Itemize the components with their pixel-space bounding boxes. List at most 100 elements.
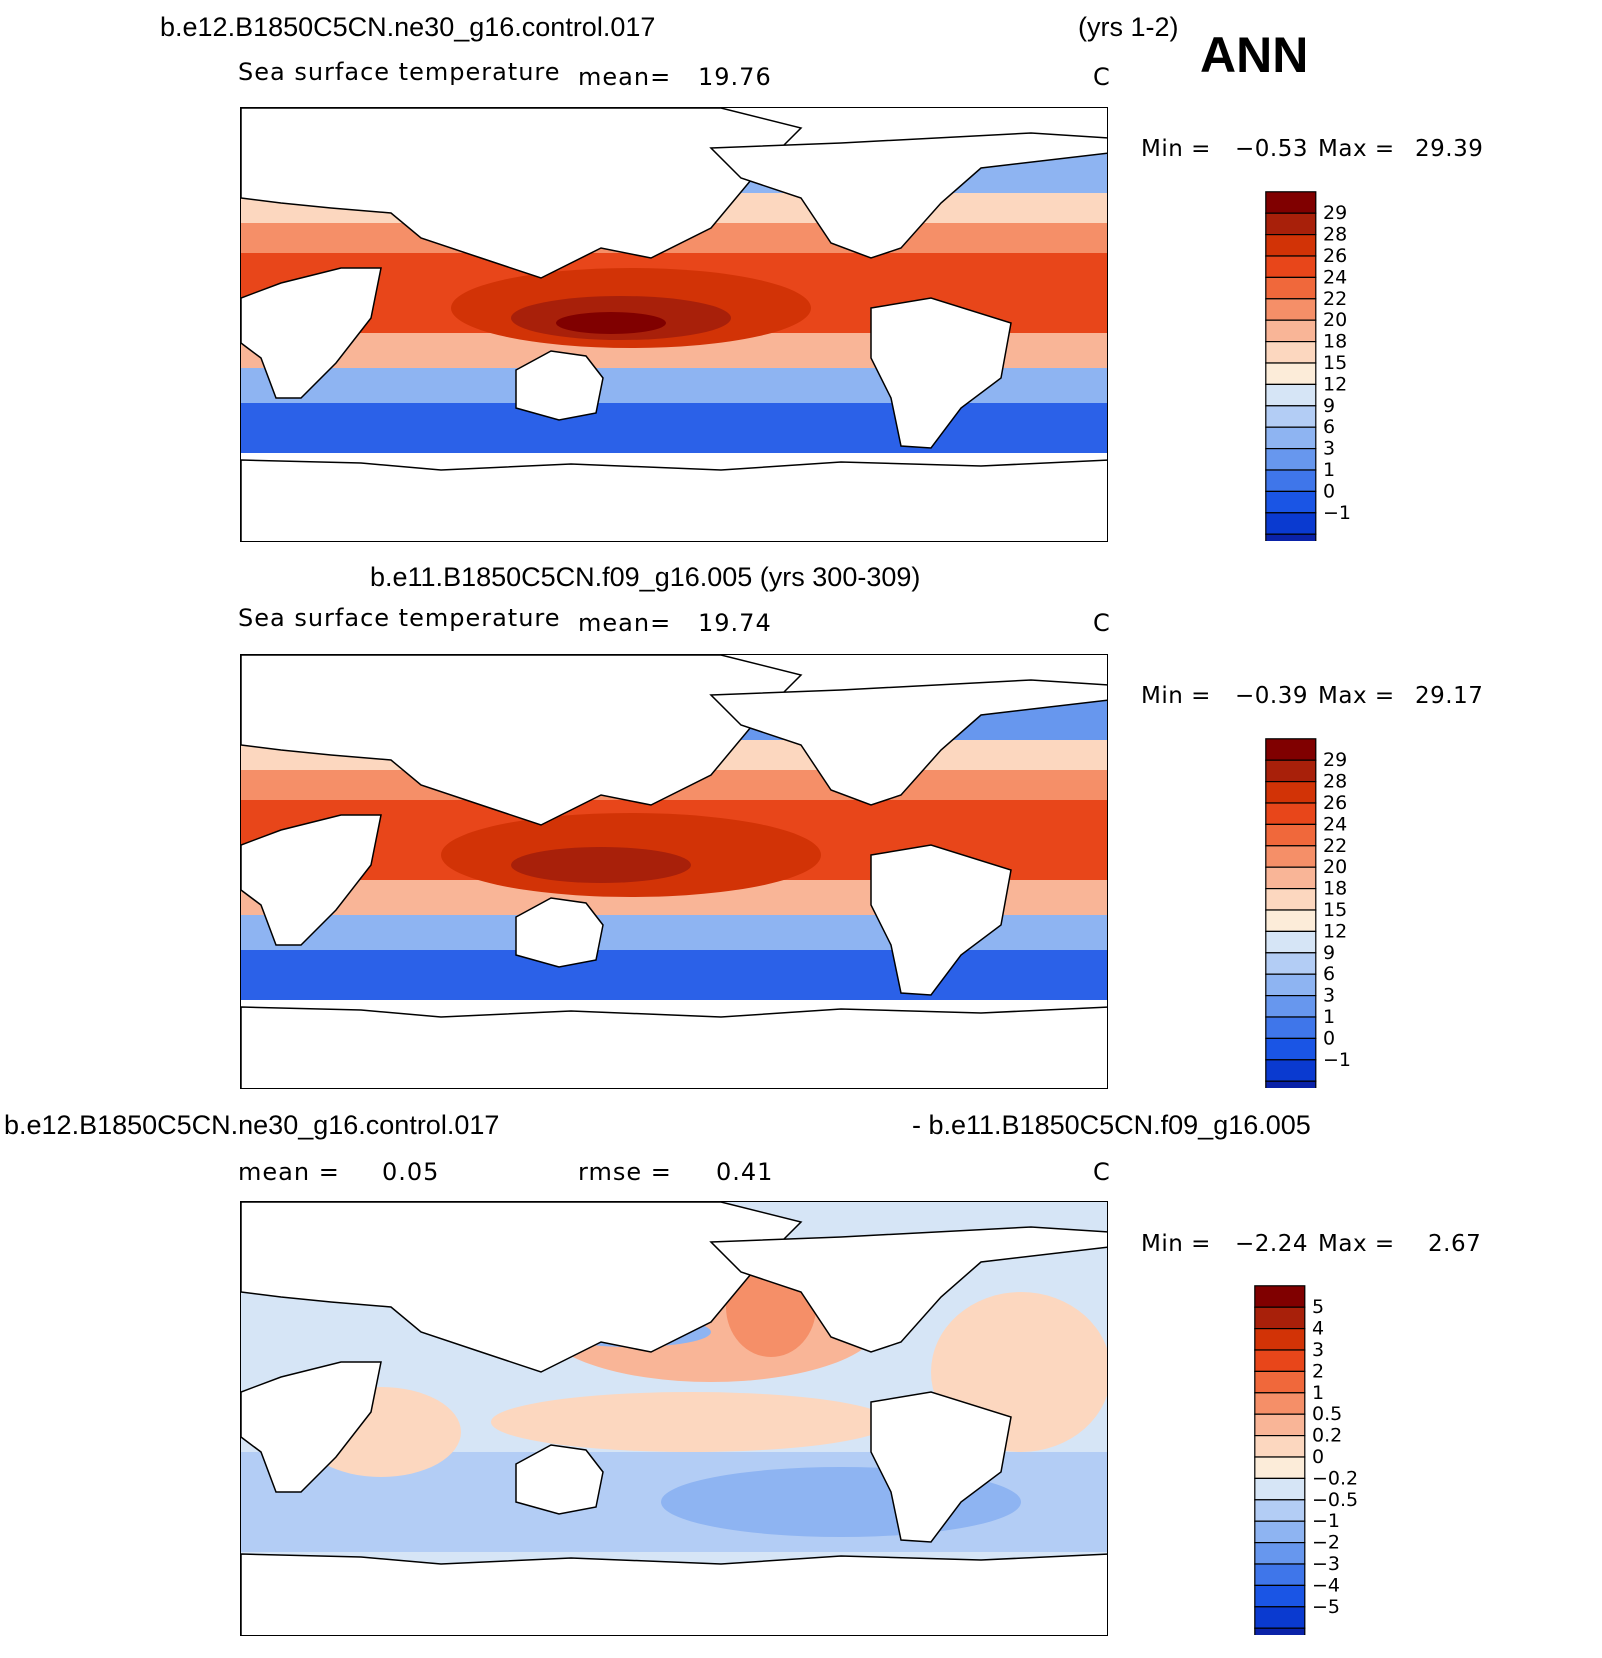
colorbar-tick-label: −0.2 — [1312, 1467, 1358, 1489]
colorbar-box — [1265, 405, 1317, 428]
colorbar-box — [1254, 1306, 1306, 1330]
colorbar-box — [1265, 469, 1317, 492]
panel1-map — [240, 107, 1108, 542]
panel3-rmse-value: 0.41 — [716, 1158, 774, 1186]
colorbar-tick-label: 0 — [1312, 1446, 1324, 1468]
colorbar-tick-label: 0.5 — [1312, 1403, 1342, 1425]
colorbar-box — [1254, 1477, 1306, 1501]
panel2-max-value: 29.17 — [1415, 683, 1484, 709]
colorbar-box — [1265, 512, 1317, 535]
colorbar-box — [1254, 1392, 1306, 1415]
colorbar-tick-label: 29 — [1323, 749, 1347, 771]
land-australia — [515, 1444, 604, 1515]
colorbar-tick-label: 24 — [1323, 813, 1347, 835]
land-australia — [515, 897, 604, 968]
panel1-map-svg — [241, 108, 1107, 541]
panel2-map-svg — [241, 655, 1107, 1088]
colorbar-tick-label: −1 — [1323, 1049, 1351, 1071]
colorbar-tick-label: −1 — [1323, 502, 1351, 524]
colorbar-box — [1254, 1627, 1306, 1651]
colorbar-box — [1265, 802, 1317, 825]
panel1-min-value: −0.53 — [1235, 136, 1308, 162]
land-eurasia — [241, 1202, 803, 1373]
colorbar-box — [1265, 952, 1317, 975]
panel1-mean-value: 19.76 — [698, 63, 772, 91]
colorbar-box — [1265, 780, 1317, 804]
colorbar-box — [1265, 533, 1317, 557]
land-antarctica — [241, 1006, 1107, 1088]
colorbar-tick-label: 2 — [1312, 1360, 1324, 1382]
colorbar-box — [1265, 866, 1317, 890]
colorbar-tick-label: 12 — [1323, 373, 1347, 395]
colorbar-tick-label: 0.2 — [1312, 1425, 1342, 1447]
panel2-min-label: Min = — [1141, 683, 1211, 709]
colorbar-tick-label: 6 — [1323, 963, 1335, 985]
panel1-colorbar: 29 28 26 24 22 20 18 15 12 9 6 3 1 0 −1 — [1265, 191, 1385, 578]
panel3-max-label: Max = — [1318, 1231, 1395, 1257]
colorbar-box — [1254, 1327, 1306, 1351]
panel3-colorbar: 5 4 3 2 1 0.5 0.2 0 −0.2 −0.5 −1 −2 −3 −4 −5 — [1254, 1285, 1384, 1658]
panel1-case-title: b.e12.B1850C5CN.ne30_g16.control.017 — [160, 12, 656, 42]
panel2-subtitle: Sea surface temperature — [238, 604, 561, 632]
panel3-mean-label: mean = — [238, 1158, 340, 1186]
colorbar-tick-label: 28 — [1323, 771, 1347, 793]
colorbar-box — [1265, 823, 1317, 847]
panel2-min-value: −0.39 — [1235, 683, 1308, 709]
panel3-case-title-left: b.e12.B1850C5CN.ne30_g16.control.017 — [4, 1110, 500, 1140]
colorbar-tick-label: 9 — [1323, 395, 1335, 417]
panel2-max-label: Max = — [1318, 683, 1395, 709]
colorbar-box — [1265, 341, 1317, 364]
land-antarctica — [241, 459, 1107, 541]
colorbar-tick-label: 6 — [1323, 416, 1335, 438]
colorbar-box — [1254, 1520, 1306, 1544]
colorbar-tick-label: 0 — [1323, 480, 1335, 502]
colorbar-box — [1254, 1370, 1306, 1394]
colorbar-boxes — [1254, 1285, 1306, 1658]
sst-band-sub-antarctic — [241, 398, 1107, 453]
colorbar-box — [1254, 1584, 1306, 1608]
colorbar-tick-label: 26 — [1323, 245, 1347, 267]
panel3-max-value: 2.67 — [1428, 1231, 1482, 1257]
colorbar-box — [1265, 845, 1317, 868]
colorbar-box — [1265, 426, 1317, 450]
colorbar-box — [1265, 1080, 1317, 1104]
colorbar-tick-label: 20 — [1323, 309, 1347, 331]
colorbar-tick-label: −2 — [1312, 1532, 1340, 1554]
colorbar-box — [1265, 319, 1317, 343]
colorbar-box — [1265, 1059, 1317, 1082]
panel3-units: C — [1093, 1158, 1111, 1186]
colorbar-box — [1265, 448, 1317, 471]
panel2-map — [240, 654, 1108, 1089]
panel2-mean-value: 19.74 — [698, 609, 772, 637]
land-africa — [241, 814, 382, 946]
colorbar-boxes — [1265, 191, 1317, 578]
panel2-colorbar: 29 28 26 24 22 20 18 15 12 9 6 3 1 0 −1 — [1265, 738, 1385, 1125]
panel1-subtitle: Sea surface temperature — [238, 58, 561, 86]
land-eurasia — [241, 108, 803, 279]
panel1-years: (yrs 1-2) — [1078, 12, 1179, 42]
colorbar-tick-label: 18 — [1323, 878, 1347, 900]
land-south-america — [870, 844, 1012, 996]
colorbar-box — [1265, 212, 1317, 236]
panel3-map — [240, 1201, 1108, 1636]
land-south-america — [870, 1391, 1012, 1543]
colorbar-boxes — [1265, 738, 1317, 1125]
colorbar-tick-label: −5 — [1312, 1596, 1340, 1618]
colorbar-tick-label: 0 — [1323, 1027, 1335, 1049]
colorbar-box — [1254, 1349, 1306, 1372]
colorbar-tick-label: −1 — [1312, 1510, 1340, 1532]
colorbar-tick-label: −4 — [1312, 1574, 1340, 1596]
land-africa — [241, 1361, 382, 1493]
colorbar-box — [1265, 930, 1317, 954]
colorbar-box — [1254, 1435, 1306, 1458]
colorbar-box — [1265, 973, 1317, 997]
colorbar-tick-label: −3 — [1312, 1553, 1340, 1575]
panel3-min-value: −2.24 — [1235, 1231, 1308, 1257]
panel2-case-title: b.e11.B1850C5CN.f09_g16.005 (yrs 300-309… — [370, 562, 921, 592]
colorbar-tick-label: 5 — [1312, 1296, 1324, 1318]
land-australia — [515, 350, 604, 421]
colorbar-tick-label: 1 — [1323, 1006, 1335, 1028]
